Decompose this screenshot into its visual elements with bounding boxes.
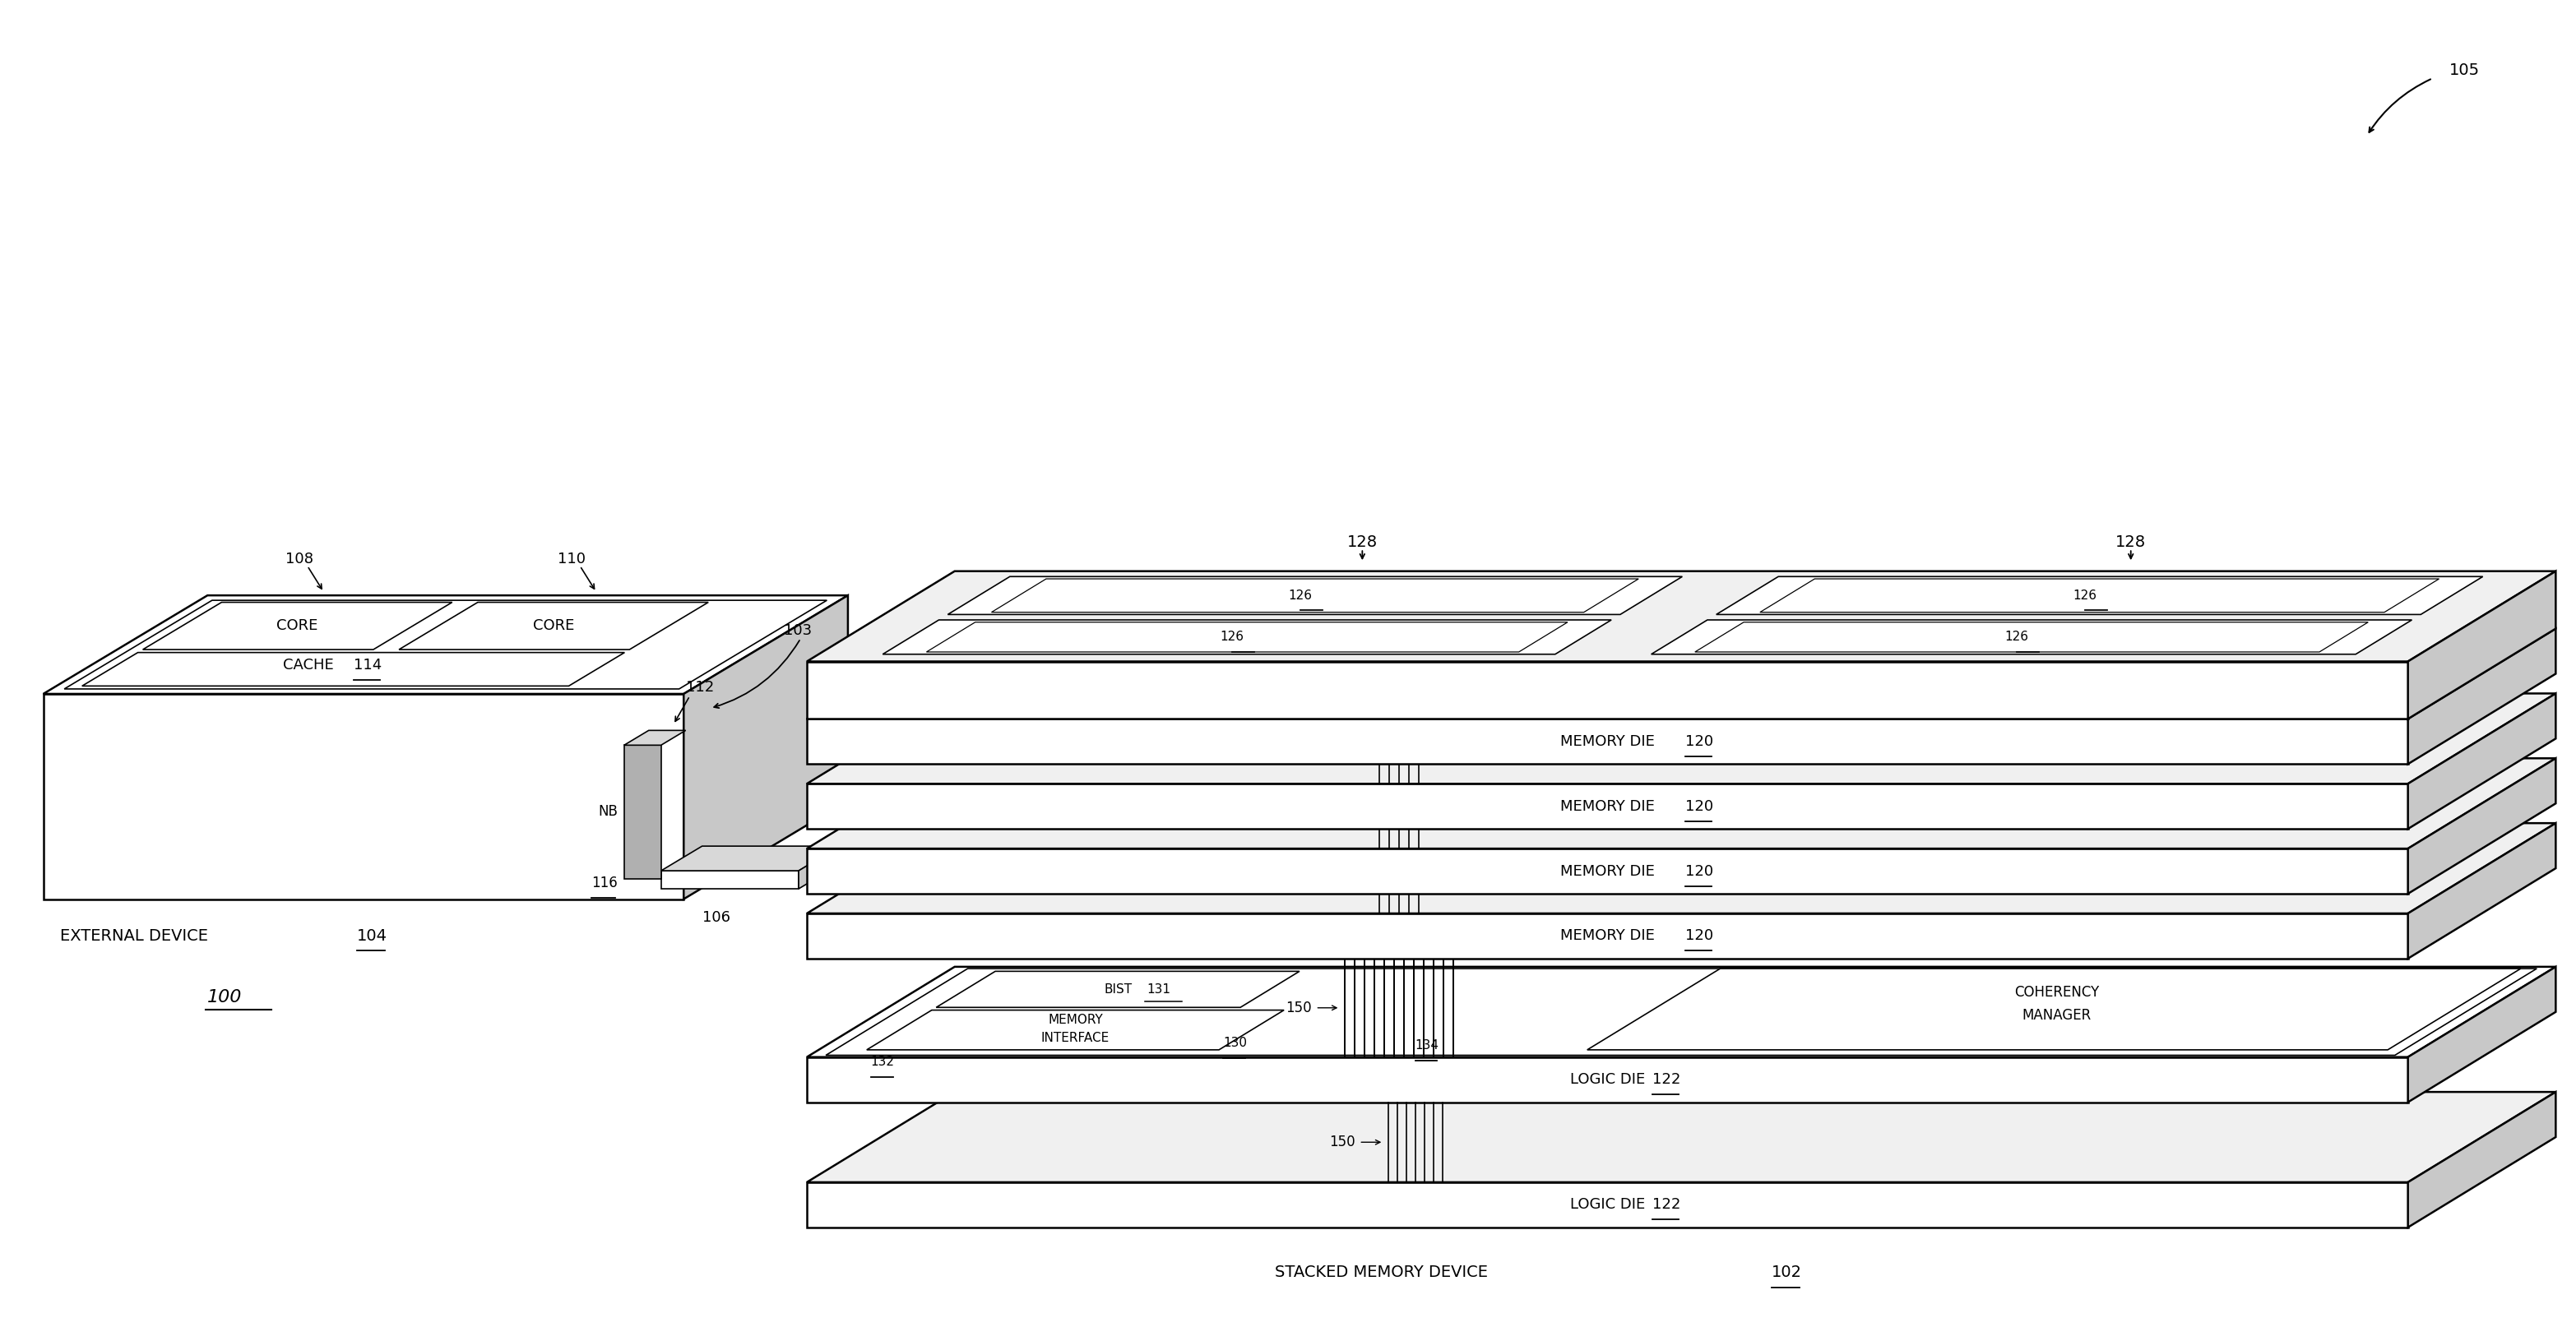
- Polygon shape: [806, 784, 2409, 829]
- Polygon shape: [799, 847, 840, 889]
- Text: 120: 120: [1685, 929, 1713, 943]
- Text: MEMORY DIE: MEMORY DIE: [1561, 799, 1654, 813]
- Polygon shape: [2409, 967, 2555, 1103]
- Polygon shape: [399, 602, 708, 649]
- Text: 132: 132: [871, 1056, 894, 1068]
- Polygon shape: [44, 694, 683, 900]
- Polygon shape: [806, 719, 2409, 764]
- Polygon shape: [1716, 576, 2483, 614]
- Polygon shape: [866, 1010, 1283, 1050]
- Polygon shape: [806, 758, 2555, 848]
- Polygon shape: [884, 620, 1613, 654]
- Polygon shape: [64, 600, 827, 689]
- Polygon shape: [82, 653, 623, 686]
- Polygon shape: [806, 629, 2555, 719]
- Polygon shape: [948, 576, 1682, 614]
- Text: 100: 100: [209, 990, 242, 1006]
- Text: INTERFACE: INTERFACE: [1041, 1032, 1110, 1044]
- Text: 150: 150: [1329, 1135, 1355, 1149]
- Text: 120: 120: [1685, 864, 1713, 878]
- Text: MEMORY DIE: MEMORY DIE: [1561, 929, 1654, 943]
- Text: LOGIC DIE: LOGIC DIE: [1569, 1072, 1646, 1087]
- Text: EXTERNAL DEVICE: EXTERNAL DEVICE: [59, 928, 209, 943]
- Text: 150: 150: [1285, 1001, 1311, 1015]
- Text: NB: NB: [598, 804, 618, 819]
- Text: CACHE: CACHE: [283, 658, 335, 673]
- Polygon shape: [827, 969, 2537, 1055]
- Text: 128: 128: [2115, 535, 2146, 549]
- Polygon shape: [623, 730, 685, 746]
- Polygon shape: [806, 848, 2409, 893]
- Text: CORE: CORE: [276, 618, 319, 633]
- Polygon shape: [2409, 694, 2555, 829]
- Polygon shape: [806, 913, 2409, 958]
- Text: 134: 134: [1414, 1039, 1440, 1052]
- Text: 104: 104: [358, 928, 386, 943]
- Text: STACKED MEMORY DEVICE: STACKED MEMORY DEVICE: [1275, 1265, 1489, 1281]
- Polygon shape: [662, 847, 840, 871]
- Polygon shape: [2409, 758, 2555, 893]
- Text: 120: 120: [1685, 734, 1713, 748]
- Polygon shape: [1695, 622, 2367, 652]
- Text: 126: 126: [1288, 589, 1311, 601]
- Text: MEMORY DIE: MEMORY DIE: [1561, 864, 1654, 878]
- Text: 103: 103: [783, 622, 811, 638]
- Polygon shape: [2409, 1092, 2555, 1227]
- Polygon shape: [44, 596, 848, 694]
- Text: 122: 122: [1654, 1072, 1680, 1087]
- Polygon shape: [623, 746, 662, 878]
- Text: 126: 126: [1221, 630, 1244, 644]
- Polygon shape: [992, 579, 1638, 612]
- Polygon shape: [806, 571, 2555, 661]
- Text: 105: 105: [2450, 62, 2481, 78]
- Polygon shape: [806, 823, 2555, 913]
- Polygon shape: [806, 1058, 2409, 1103]
- Text: LOGIC DIE: LOGIC DIE: [1569, 1197, 1646, 1212]
- Text: COHERENCY: COHERENCY: [2014, 985, 2099, 1001]
- Polygon shape: [806, 694, 2555, 784]
- Text: 126: 126: [2004, 630, 2030, 644]
- Polygon shape: [2409, 571, 2555, 719]
- Polygon shape: [2409, 629, 2555, 764]
- Text: 128: 128: [1347, 535, 1378, 549]
- Text: MANAGER: MANAGER: [2022, 1009, 2092, 1023]
- Text: 126: 126: [2074, 589, 2097, 601]
- Text: 120: 120: [1685, 799, 1713, 813]
- Text: 106: 106: [703, 910, 729, 925]
- Polygon shape: [806, 1182, 2409, 1227]
- Text: 122: 122: [1654, 1197, 1680, 1212]
- Text: 112: 112: [685, 681, 714, 695]
- Polygon shape: [935, 971, 1298, 1007]
- Text: 108: 108: [286, 552, 314, 567]
- Text: 131: 131: [1146, 983, 1170, 995]
- Text: BIST: BIST: [1103, 983, 1131, 995]
- Polygon shape: [662, 871, 799, 889]
- Polygon shape: [927, 622, 1569, 652]
- Polygon shape: [806, 1092, 2555, 1182]
- Text: 110: 110: [559, 552, 585, 567]
- Text: 102: 102: [1772, 1265, 1803, 1281]
- Text: 114: 114: [353, 658, 381, 673]
- Text: 116: 116: [592, 876, 618, 890]
- Polygon shape: [683, 596, 848, 900]
- Text: MEMORY DIE: MEMORY DIE: [1561, 734, 1654, 748]
- Polygon shape: [806, 967, 2555, 1058]
- Polygon shape: [142, 602, 453, 649]
- Polygon shape: [1587, 969, 2522, 1050]
- Polygon shape: [1759, 579, 2439, 612]
- Text: MEMORY: MEMORY: [1048, 1014, 1103, 1026]
- Polygon shape: [1651, 620, 2411, 654]
- Text: CORE: CORE: [533, 618, 574, 633]
- Polygon shape: [806, 661, 2409, 719]
- Text: 130: 130: [1224, 1038, 1247, 1050]
- Polygon shape: [2409, 823, 2555, 958]
